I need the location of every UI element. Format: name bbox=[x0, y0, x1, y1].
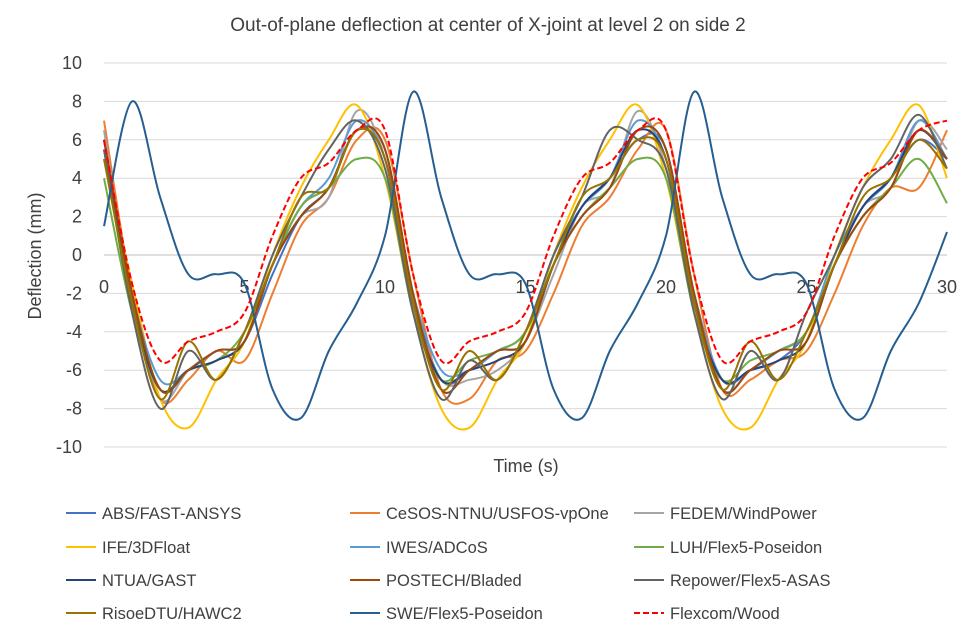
y-axis-label: Deflection (mm) bbox=[25, 192, 45, 319]
y-tick-label: 6 bbox=[72, 130, 82, 150]
series-line-luh-flex5-poseidon bbox=[103, 156, 948, 393]
legend: ABS/FAST-ANSYS CeSOS-NTNU/USFOS-vpOne FEDE… bbox=[66, 505, 830, 623]
y-tick-label: 2 bbox=[72, 207, 82, 227]
y-tick-label: -2 bbox=[66, 283, 82, 303]
x-tick-label: 30 bbox=[937, 277, 957, 297]
series-line-flexcom-wood bbox=[103, 117, 948, 365]
series-line-abs-fast-ansys bbox=[103, 125, 948, 394]
series-line-iwes-adcos bbox=[103, 119, 948, 386]
legend-label: ABS/FAST-ANSYS bbox=[102, 505, 241, 523]
legend-label: Repower/Flex5-ASAS bbox=[670, 572, 830, 590]
x-tick-label: 25 bbox=[796, 277, 816, 297]
y-tick-label: 8 bbox=[72, 91, 82, 111]
x-tick-label: 5 bbox=[239, 277, 249, 297]
y-tick-label: -6 bbox=[66, 360, 82, 380]
gridlines bbox=[104, 62, 947, 448]
x-axis-label: Time (s) bbox=[493, 456, 558, 476]
x-tick-labels: 0 5 10 15 20 25 30 bbox=[99, 277, 957, 297]
series-line-repower-flex5-asas bbox=[103, 113, 948, 410]
y-tick-label: 10 bbox=[62, 53, 82, 73]
legend-label: NTUA/GAST bbox=[102, 572, 196, 590]
legend-label: CeSOS-NTNU/USFOS-vpOne bbox=[386, 505, 609, 523]
y-tick-labels: -10 -8 -6 -4 -2 0 2 4 6 8 10 bbox=[56, 53, 82, 457]
series-line-risoedtu-hawc2 bbox=[103, 127, 948, 401]
legend-label: IWES/ADCoS bbox=[386, 539, 488, 557]
x-tick-label: 20 bbox=[656, 277, 676, 297]
series-line-swe-flex5-poseidon bbox=[103, 90, 948, 421]
series-line-postech-bladed bbox=[103, 125, 948, 394]
chart-title: Out-of-plane deflection at center of X-j… bbox=[230, 15, 745, 36]
y-tick-label: -10 bbox=[56, 437, 82, 457]
series-lines bbox=[103, 90, 948, 431]
x-tick-label: 15 bbox=[515, 277, 535, 297]
series-line-cesos-ntnu-usfos-vpone bbox=[103, 120, 948, 405]
y-tick-label: 4 bbox=[72, 168, 82, 188]
legend-label: Flexcom/Wood bbox=[670, 605, 780, 623]
y-tick-label: 0 bbox=[72, 245, 82, 265]
legend-label: FEDEM/WindPower bbox=[670, 505, 817, 523]
legend-label: SWE/Flex5-Poseidon bbox=[386, 605, 543, 623]
series-line-ife-3dfloat bbox=[103, 103, 948, 431]
legend-label: POSTECH/Bladed bbox=[386, 572, 522, 590]
legend-label: LUH/Flex5-Poseidon bbox=[670, 539, 822, 557]
x-tick-label: 10 bbox=[375, 277, 395, 297]
legend-label: IFE/3DFloat bbox=[102, 539, 190, 557]
legend-label: RisoeDTU/HAWC2 bbox=[102, 605, 242, 623]
y-tick-label: -8 bbox=[66, 399, 82, 419]
series-line-ntua-gast bbox=[103, 127, 948, 393]
x-tick-label: 0 bbox=[99, 277, 109, 297]
y-tick-label: -4 bbox=[66, 322, 82, 342]
